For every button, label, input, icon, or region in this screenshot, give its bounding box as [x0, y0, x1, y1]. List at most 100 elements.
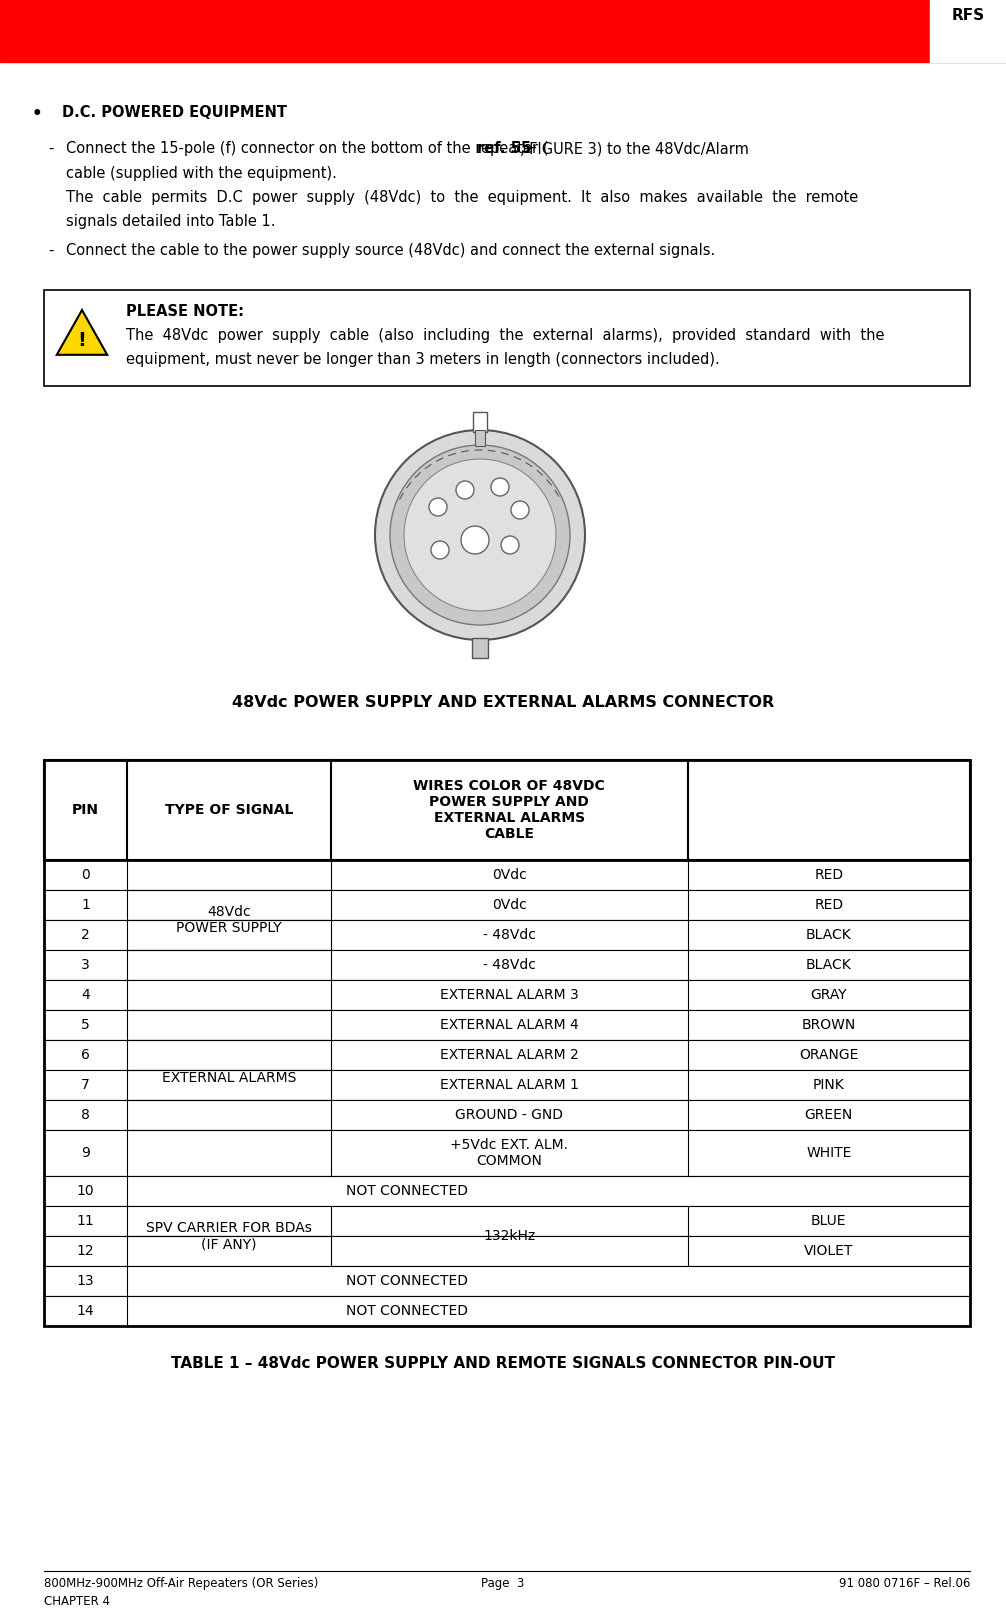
Bar	[44, 760, 970, 860]
Bar	[44, 1176, 970, 1207]
Text: 0: 0	[81, 868, 91, 882]
Circle shape	[491, 477, 509, 497]
Text: SPV CARRIER FOR BDAs
(IF ANY): SPV CARRIER FOR BDAs (IF ANY)	[146, 1221, 312, 1252]
Text: Page  3: Page 3	[481, 1578, 525, 1590]
Bar	[44, 1131, 970, 1176]
Text: RED: RED	[814, 898, 843, 911]
Circle shape	[375, 431, 585, 640]
Text: - 48Vdc: - 48Vdc	[483, 927, 536, 942]
Text: 48Vdc
POWER SUPPLY: 48Vdc POWER SUPPLY	[176, 905, 282, 936]
Text: 5: 5	[81, 1018, 91, 1032]
Bar	[44, 1010, 970, 1040]
Text: The  cable  permits  D.C  power  supply  (48Vdc)  to  the  equipment.  It  also : The cable permits D.C power supply (48Vd…	[66, 190, 858, 205]
Text: GROUND - GND: GROUND - GND	[456, 1108, 563, 1123]
Text: WHITE: WHITE	[806, 1145, 851, 1160]
Circle shape	[501, 536, 519, 553]
Bar	[44, 290, 970, 386]
Circle shape	[456, 481, 474, 498]
Text: BLACK: BLACK	[806, 958, 852, 973]
Bar	[0, 0, 1006, 61]
Text: EXTERNAL ALARM 1: EXTERNAL ALARM 1	[440, 1077, 578, 1092]
Bar	[44, 919, 970, 950]
Text: PINK: PINK	[813, 1077, 845, 1092]
Text: NOT CONNECTED: NOT CONNECTED	[346, 1274, 469, 1289]
Text: 10: 10	[76, 1184, 95, 1198]
Text: EXTERNAL ALARM 2: EXTERNAL ALARM 2	[440, 1048, 578, 1061]
Text: NOT CONNECTED: NOT CONNECTED	[346, 1184, 469, 1198]
Text: signals detailed into Table 1.: signals detailed into Table 1.	[66, 215, 276, 229]
Text: NOT CONNECTED: NOT CONNECTED	[346, 1303, 469, 1318]
Text: EXTERNAL ALARM 3: EXTERNAL ALARM 3	[440, 989, 578, 1002]
Text: PIN: PIN	[72, 803, 100, 818]
Text: -: -	[48, 244, 53, 258]
Bar	[44, 890, 970, 919]
Text: D.C. POWERED EQUIPMENT: D.C. POWERED EQUIPMENT	[62, 105, 287, 119]
Text: ORANGE: ORANGE	[799, 1048, 858, 1061]
Text: EXTERNAL ALARM 4: EXTERNAL ALARM 4	[440, 1018, 578, 1032]
Text: 91 080 0716F – Rel.06: 91 080 0716F – Rel.06	[839, 1578, 970, 1590]
Text: BROWN: BROWN	[802, 1018, 856, 1032]
Circle shape	[511, 502, 529, 519]
Text: RFS: RFS	[952, 8, 985, 24]
Bar	[472, 639, 488, 658]
Bar	[44, 1207, 970, 1236]
Bar	[44, 860, 970, 890]
Text: 13: 13	[76, 1274, 95, 1289]
Polygon shape	[56, 310, 108, 355]
Bar	[44, 1266, 970, 1295]
Text: TABLE 1 – 48Vdc POWER SUPPLY AND REMOTE SIGNALS CONNECTOR PIN-OUT: TABLE 1 – 48Vdc POWER SUPPLY AND REMOTE …	[171, 1357, 835, 1371]
Text: 8: 8	[81, 1108, 91, 1123]
Text: 800MHz-900MHz Off-Air Repeaters (OR Series): 800MHz-900MHz Off-Air Repeaters (OR Seri…	[44, 1578, 318, 1590]
Circle shape	[404, 460, 556, 611]
Bar	[44, 1069, 970, 1100]
Text: 14: 14	[76, 1303, 95, 1318]
Text: 48Vdc POWER SUPPLY AND EXTERNAL ALARMS CONNECTOR: 48Vdc POWER SUPPLY AND EXTERNAL ALARMS C…	[231, 695, 775, 710]
Circle shape	[429, 498, 447, 516]
Text: equipment, must never be longer than 3 meters in length (connectors included).: equipment, must never be longer than 3 m…	[126, 352, 719, 368]
Text: 7: 7	[81, 1077, 91, 1092]
Text: !: !	[77, 331, 87, 350]
Text: 6: 6	[81, 1048, 91, 1061]
Bar	[44, 950, 970, 981]
Text: 4: 4	[81, 989, 91, 1002]
Text: 3: 3	[81, 958, 91, 973]
Text: -: -	[48, 140, 53, 156]
Text: TYPE OF SIGNAL: TYPE OF SIGNAL	[165, 803, 294, 818]
Text: WIRES COLOR OF 48VDC
POWER SUPPLY AND
EXTERNAL ALARMS
CABLE: WIRES COLOR OF 48VDC POWER SUPPLY AND EX…	[413, 779, 606, 842]
Circle shape	[390, 445, 570, 624]
Text: BLACK: BLACK	[806, 927, 852, 942]
Bar	[44, 1040, 970, 1069]
Bar	[44, 760, 970, 1326]
Text: BLUE: BLUE	[811, 1215, 846, 1227]
Bar	[930, 0, 1006, 61]
Text: GREEN: GREEN	[805, 1108, 853, 1123]
Text: 132kHz: 132kHz	[483, 1229, 535, 1244]
Text: 1: 1	[81, 898, 91, 911]
Text: Connect the 15-pole (f) connector on the bottom of the repeater (: Connect the 15-pole (f) connector on the…	[66, 140, 548, 156]
Text: RED: RED	[814, 868, 843, 882]
Text: ref. 55: ref. 55	[477, 140, 531, 156]
Text: •: •	[32, 105, 42, 123]
Bar	[473, 411, 487, 432]
Bar	[44, 1236, 970, 1266]
Text: cable (supplied with the equipment).: cable (supplied with the equipment).	[66, 166, 337, 181]
Circle shape	[431, 540, 449, 560]
Text: GRAY: GRAY	[811, 989, 847, 1002]
Circle shape	[461, 526, 489, 553]
Bar	[44, 1100, 970, 1131]
Text: 0Vdc: 0Vdc	[492, 868, 527, 882]
Bar	[475, 431, 485, 447]
Text: 12: 12	[76, 1244, 95, 1258]
Text: - 48Vdc: - 48Vdc	[483, 958, 536, 973]
Text: , FIGURE 3) to the 48Vdc/Alarm: , FIGURE 3) to the 48Vdc/Alarm	[520, 140, 748, 156]
Text: The  48Vdc  power  supply  cable  (also  including  the  external  alarms),  pro: The 48Vdc power supply cable (also inclu…	[126, 327, 884, 344]
Text: VIOLET: VIOLET	[804, 1244, 853, 1258]
Text: +5Vdc EXT. ALM.
COMMON: +5Vdc EXT. ALM. COMMON	[451, 1137, 568, 1168]
Bar	[44, 1295, 970, 1326]
Text: 9: 9	[81, 1145, 91, 1160]
Text: EXTERNAL ALARMS: EXTERNAL ALARMS	[162, 1071, 297, 1086]
Text: 0Vdc: 0Vdc	[492, 898, 527, 911]
Text: PLEASE NOTE:: PLEASE NOTE:	[126, 303, 244, 319]
Text: Connect the cable to the power supply source (48Vdc) and connect the external si: Connect the cable to the power supply so…	[66, 244, 715, 258]
Bar	[44, 981, 970, 1010]
